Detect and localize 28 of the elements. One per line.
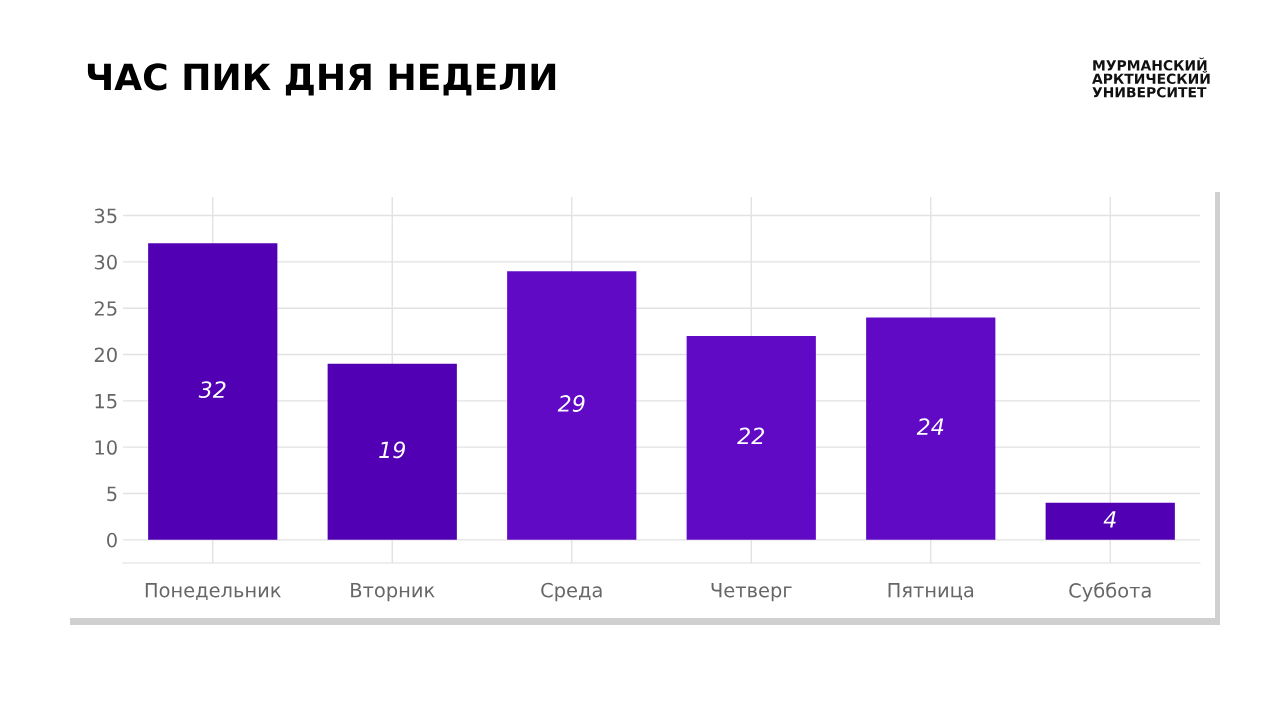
- y-tick-label: 30: [94, 254, 117, 270]
- data-label: 32: [198, 381, 226, 399]
- data-label: 22: [737, 427, 765, 445]
- y-tick-label: 0: [107, 532, 117, 548]
- x-tick-label: Суббота: [1069, 582, 1151, 602]
- y-tick-label: 5: [107, 486, 117, 502]
- bar: [507, 271, 637, 540]
- bar: [866, 317, 996, 540]
- y-tick-label: 35: [94, 208, 117, 224]
- chart-title: ЧАС ПИК ДНЯ НЕДЕЛИ: [87, 63, 556, 96]
- y-tick-label: 20: [94, 347, 117, 363]
- data-label: 29: [557, 395, 585, 412]
- x-tick-label: Четверг: [711, 583, 792, 602]
- data-label: 19: [379, 441, 406, 459]
- x-tick-label: Среда: [541, 582, 602, 602]
- text: МУРМАНСКИЙ АРКТИЧЕСКИЙ УНИВЕРСИТЕТ: [1092, 57, 1210, 98]
- x-tick-label: Пятница: [888, 583, 974, 600]
- y-tick-label: 25: [94, 301, 117, 316]
- y-tick-label: 10: [95, 440, 117, 455]
- x-tick-label: Вторник: [351, 583, 435, 602]
- data-label: 24: [916, 418, 944, 435]
- x-tick-label: Понедельник: [145, 583, 281, 600]
- bar: [686, 335, 816, 540]
- bar: [327, 363, 457, 540]
- bar: [148, 243, 278, 540]
- bar: [1045, 502, 1175, 540]
- data-label: 4: [1103, 511, 1116, 528]
- y-tick-label: 15: [95, 394, 117, 409]
